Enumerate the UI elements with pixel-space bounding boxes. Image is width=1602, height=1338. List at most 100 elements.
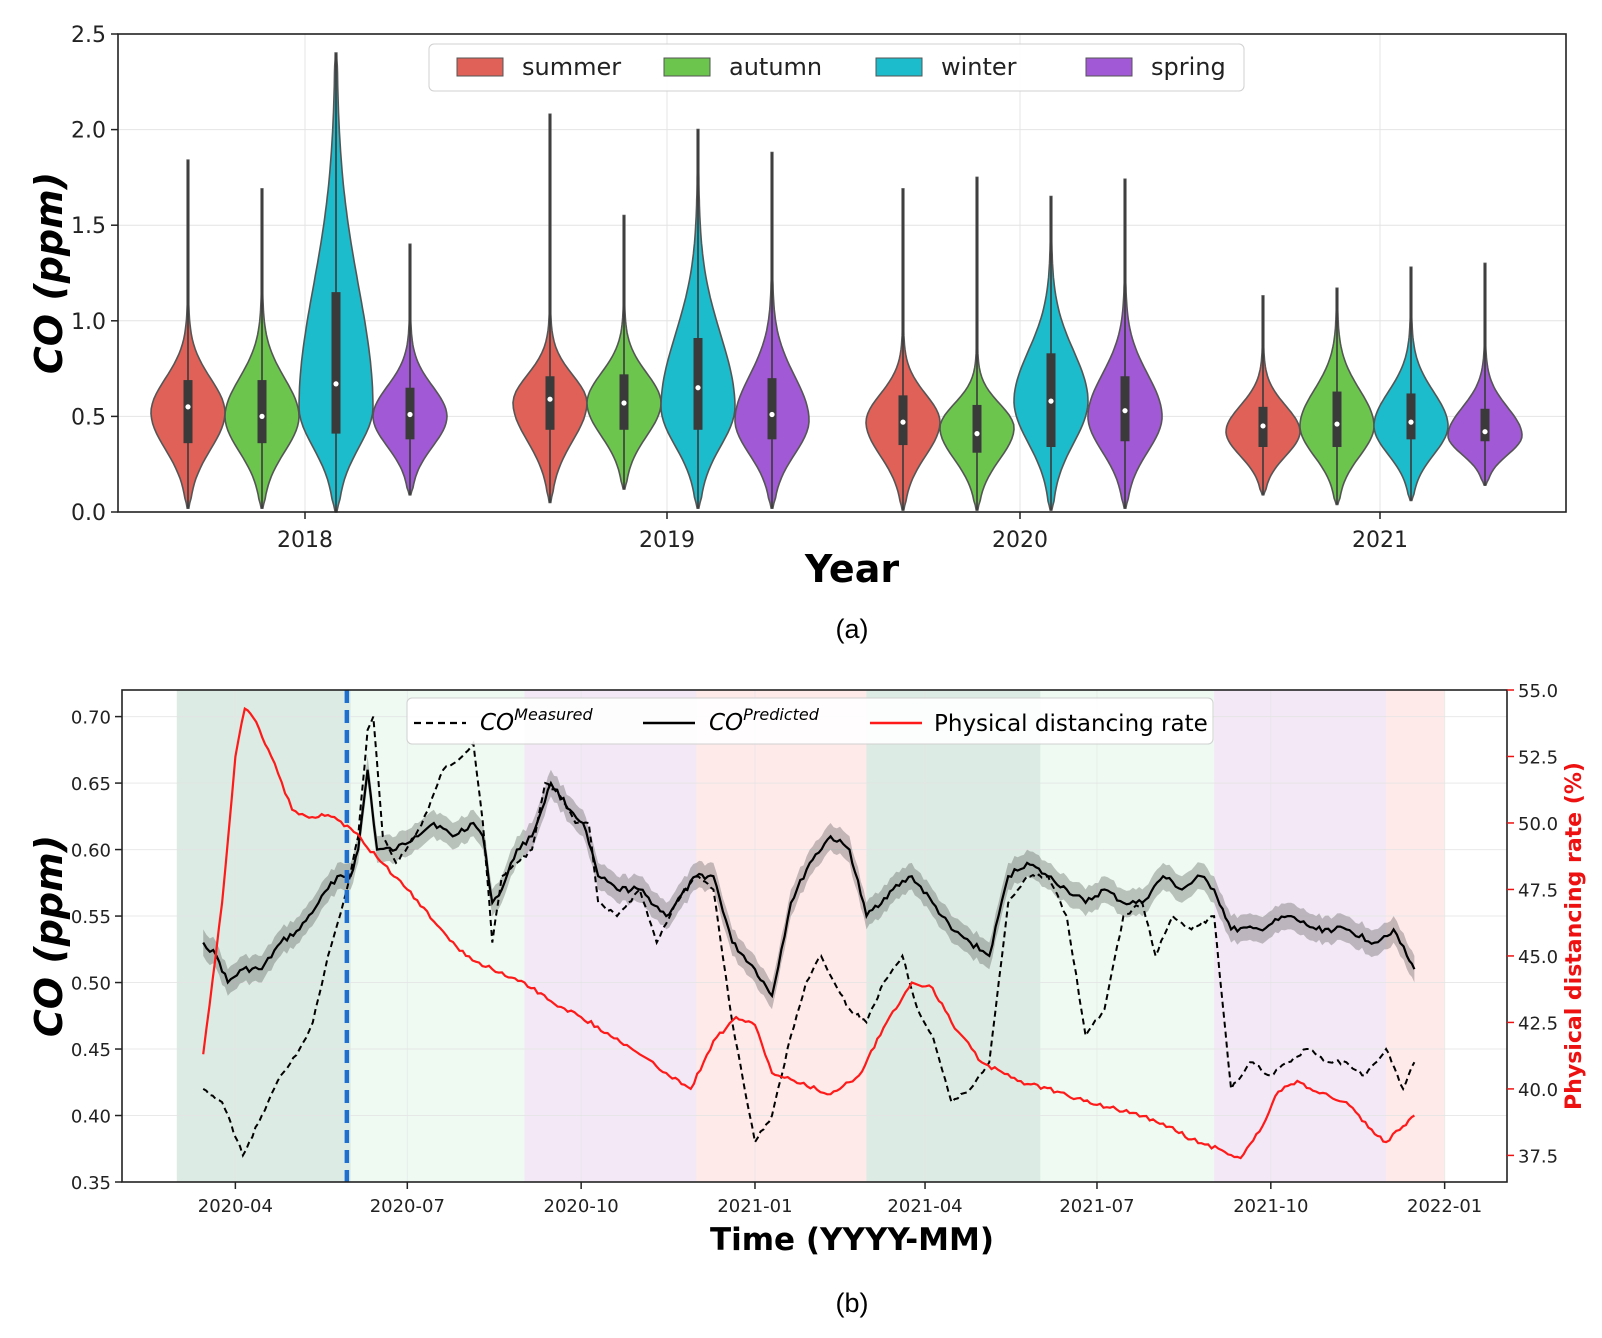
violin-iqr-box	[331, 292, 341, 434]
violin-median-dot	[621, 400, 627, 406]
rate-y-tick-label: 52.5	[1518, 747, 1558, 768]
season-band	[866, 690, 1041, 1182]
violin-median-dot	[185, 404, 191, 410]
time-x-tick-label: 2021-01	[717, 1196, 792, 1217]
panel-label-a: (a)	[836, 614, 869, 644]
rate-y-tick-label: 47.5	[1518, 880, 1558, 901]
season-band	[696, 690, 867, 1182]
rate-y-tick-label: 55.0	[1518, 681, 1558, 702]
time-x-tick-label: 2020-07	[370, 1196, 445, 1217]
legend-label-autumn: autumn	[729, 53, 822, 81]
co-y-tick-label: 0.60	[71, 841, 111, 862]
violin-plots	[150, 52, 1523, 513]
violin-median-dot	[769, 411, 775, 418]
panel-label-b: (b)	[836, 1288, 869, 1318]
rate-y-tick-label: 40.0	[1518, 1080, 1558, 1101]
timeseries-legend: COMeasured COPredicted Physical distanci…	[406, 697, 1214, 745]
season-band	[524, 690, 697, 1182]
violin-iqr-box	[183, 380, 193, 444]
violin-x-ticks: 2018 2019 2020 2021	[277, 512, 1408, 553]
legend-label-winter: winter	[941, 53, 1017, 81]
violin-x-tick-label: 2018	[277, 528, 333, 553]
time-x-tick-label: 2020-10	[544, 1196, 619, 1217]
violin-median-dot	[1260, 423, 1266, 429]
time-x-tick-label: 2021-07	[1059, 1196, 1134, 1217]
violin-iqr-box	[257, 380, 267, 444]
co-y-tick-label: 0.45	[71, 1040, 111, 1061]
timeseries-chart: 0.35 0.40 0.45 0.50 0.55 0.60 0.65 0.70 37.5 40.…	[27, 681, 1587, 1258]
legend-predicted-label: COPredicted	[709, 705, 820, 736]
co-y-tick-label: 0.50	[71, 974, 111, 995]
legend-swatch-winter	[875, 57, 923, 77]
violin-x-tick-label: 2021	[1352, 528, 1408, 553]
violin-median-dot	[974, 431, 980, 437]
violin-iqr-box	[972, 404, 982, 453]
rate-y-tick-label: 50.0	[1518, 814, 1558, 835]
violin-iqr-box	[1406, 393, 1416, 440]
legend-rate-label: Physical distancing rate	[934, 711, 1208, 737]
violin-y-ticks: 0.0 0.5 1.0 1.5 2.0 2.5	[71, 23, 118, 526]
violin-median-dot	[1334, 421, 1340, 427]
time-x-tick-label: 2022-01	[1407, 1196, 1482, 1217]
violin-iqr-box	[1332, 391, 1342, 447]
violin-x-axis-label: Year	[804, 547, 899, 591]
co-y-tick-label: 0.55	[71, 907, 111, 928]
timeseries-plot-frame	[121, 689, 1508, 1183]
legend-label-spring: spring	[1151, 53, 1226, 81]
violin-median-dot	[259, 413, 265, 419]
co-y-tick-label: 0.35	[71, 1173, 111, 1194]
violin-legend-box	[428, 43, 1245, 92]
violin-median-dot	[900, 419, 906, 425]
violin-chart: 0.0 0.5 1.0 1.5 2.0 2.5 2018 2019 2020 2021 CO (…	[27, 23, 1567, 591]
time-x-ticks: 2020-04 2020-07 2020-10 2021-01 2021-04 2021-…	[198, 1182, 1482, 1217]
season-bands	[176, 690, 1445, 1182]
violin-y-tick-label: 0.0	[71, 501, 106, 526]
violin-y-tick-label: 0.5	[71, 405, 106, 430]
co-y-tick-label: 0.70	[71, 708, 111, 729]
violin-legend: summer autumn winter spring	[428, 43, 1245, 92]
violin-iqr-box	[693, 338, 703, 430]
season-band	[1040, 690, 1215, 1182]
time-x-tick-label: 2021-04	[887, 1196, 962, 1217]
violin-plot-frame	[117, 33, 1567, 513]
season-band	[350, 690, 525, 1182]
season-band	[1386, 690, 1445, 1182]
violin-y-tick-label: 2.0	[71, 119, 106, 144]
timeseries-legend-box	[406, 697, 1214, 745]
rate-y-tick-label: 37.5	[1518, 1146, 1558, 1167]
co-y-axis-label: CO (ppm)	[27, 835, 71, 1037]
violin-median-dot	[695, 385, 701, 391]
violin-median-dot	[1408, 419, 1414, 425]
legend-swatch-spring	[1085, 57, 1133, 77]
violin-median-dot	[1122, 408, 1128, 414]
co-measured-line	[202, 716, 1416, 1158]
timeseries-lines	[202, 690, 1416, 1182]
violin-iqr-box	[767, 378, 777, 440]
time-x-tick-label: 2020-04	[198, 1196, 273, 1217]
violin-x-tick-label: 2019	[639, 528, 695, 553]
violin-x-tick-label: 2020	[992, 528, 1048, 553]
violin-y-tick-label: 1.5	[71, 214, 106, 239]
co-predicted-line	[202, 769, 1416, 999]
time-x-axis-label: Time (YYYY-MM)	[710, 1222, 994, 1258]
physical-distancing-rate-line	[202, 706, 1415, 1160]
violin-median-dot	[407, 411, 413, 418]
violin-y-axis-label: CO (ppm)	[27, 172, 71, 374]
legend-swatch-autumn	[663, 57, 711, 77]
violin-y-tick-label: 2.5	[71, 23, 106, 48]
rate-y-axis-label: Physical distancing rate (%)	[1562, 762, 1587, 1110]
legend-label-summer: summer	[522, 53, 621, 81]
rate-y-ticks: 37.5 40.0 42.5 45.0 47.5 50.0 52.5 55.0	[1507, 681, 1558, 1167]
rate-y-tick-label: 42.5	[1518, 1013, 1558, 1034]
time-x-tick-label: 2021-10	[1233, 1196, 1308, 1217]
violin-iqr-box	[545, 376, 555, 430]
co-y-ticks: 0.35 0.40 0.45 0.50 0.55 0.60 0.65 0.70	[71, 708, 122, 1194]
violin-median-dot	[1048, 398, 1054, 404]
rate-y-tick-label: 45.0	[1518, 947, 1558, 968]
legend-swatch-summer	[456, 57, 504, 77]
violin-median-dot	[1482, 429, 1488, 435]
co-y-tick-label: 0.65	[71, 774, 111, 795]
violin-median-dot	[333, 381, 339, 387]
